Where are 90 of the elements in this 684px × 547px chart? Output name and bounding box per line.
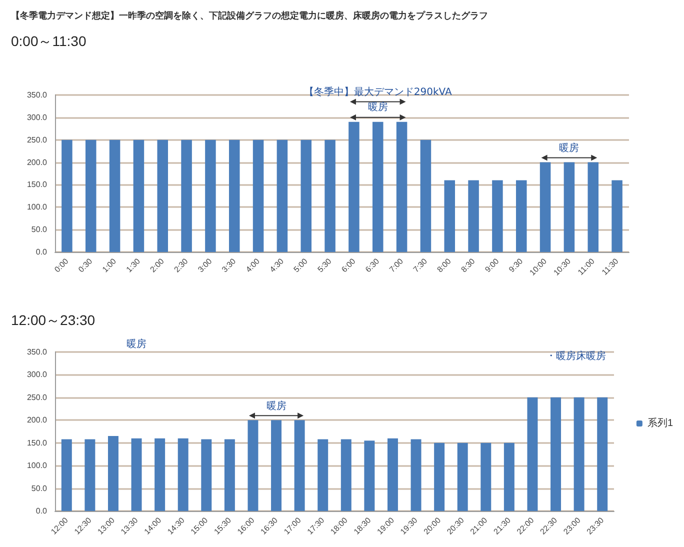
bar (205, 140, 216, 252)
x-tick-label: 0:00 (52, 256, 71, 274)
bar (201, 439, 212, 511)
y-tick-label: 50.0 (31, 484, 48, 493)
bar (276, 140, 288, 252)
x-tick-label: 7:00 (388, 256, 406, 274)
bar (224, 439, 235, 511)
bar (154, 438, 166, 511)
bar (248, 420, 258, 511)
bar (588, 162, 599, 252)
x-tick-label: 6:30 (364, 256, 382, 274)
bar (348, 122, 360, 252)
bar (318, 439, 328, 511)
y-tick-label: 100.0 (26, 461, 48, 470)
bar (324, 140, 336, 252)
bar (340, 439, 352, 511)
x-tick-label: 9:30 (507, 256, 525, 274)
bar (527, 397, 538, 511)
x-tick-label: 3:30 (220, 256, 238, 274)
chart-subtitle: 0:00～11:30 (11, 33, 86, 49)
y-tick-label: 350.0 (26, 90, 48, 100)
bar (372, 122, 384, 252)
x-tick-label: 8:00 (435, 256, 454, 274)
bar (252, 140, 264, 252)
bar (444, 180, 456, 252)
chart-title: 【冬季電力デマンド想定】一昨季の空調を除く、下記設備グラフの想定電力に暖房、床暖房の電力をプラスしたグラフ (11, 10, 488, 20)
legend-label: 系列1 (647, 417, 674, 429)
y-tick-label: 150.0 (26, 180, 48, 190)
bar (434, 442, 445, 511)
bar (612, 180, 622, 252)
bar (85, 140, 96, 252)
bar (516, 180, 527, 252)
bar (468, 180, 479, 252)
chart-title: 12:00～23:30 (11, 312, 96, 328)
bar (597, 397, 608, 511)
bar (364, 440, 375, 511)
bar (410, 439, 422, 511)
y-tick-label: 300.0 (26, 370, 48, 380)
annotation: 暖房 (559, 142, 580, 155)
bar (294, 420, 305, 511)
text: 暖房 (126, 339, 147, 352)
x-tick-label: 5:30 (316, 256, 334, 274)
y-tick-label: 100.0 (26, 202, 48, 212)
bar (564, 162, 575, 252)
x-tick-label: 5:00 (292, 256, 310, 274)
x-tick-label: 8:30 (459, 256, 478, 274)
bar (387, 438, 398, 511)
x-tick-label: 3:00 (196, 256, 214, 274)
bar (457, 442, 468, 511)
bar (157, 140, 168, 252)
y-tick-label: 200.0 (26, 158, 48, 167)
bar (178, 438, 188, 511)
bar (574, 397, 584, 511)
bar (271, 420, 282, 511)
bar (492, 180, 503, 252)
annotation: ・暖房床暖房 (546, 350, 606, 363)
bar (109, 140, 120, 252)
y-tick-label: 250.0 (26, 392, 48, 402)
x-tick-label: 4:00 (244, 256, 262, 274)
x-tick-label: 7:30 (412, 256, 430, 274)
bar (133, 140, 144, 252)
annotation: 暖房 (266, 400, 286, 413)
bar (61, 439, 72, 511)
y-tick-label: 300.0 (26, 112, 48, 122)
y-tick-label: 0.0 (36, 506, 48, 516)
bar (228, 140, 240, 252)
bar (550, 397, 562, 511)
bar (300, 140, 312, 252)
y-tick-label: 350.0 (26, 348, 48, 356)
y-tick-label: 200.0 (26, 416, 48, 425)
x-tick-label: 0:30 (76, 256, 94, 274)
bar (131, 438, 142, 511)
y-tick-label: 150.0 (26, 438, 48, 448)
x-tick-label: 4:30 (268, 256, 286, 274)
annotation: 【冬季中】最大デマンド290kVA (304, 86, 452, 99)
bar (108, 436, 118, 511)
bar (84, 439, 96, 511)
y-tick-label: 50.0 (31, 225, 48, 234)
x-tick-label: 9:00 (483, 256, 502, 274)
bar (504, 442, 514, 511)
bar (62, 140, 72, 252)
bar (181, 140, 192, 252)
bar (540, 162, 551, 252)
x-tick-label: 6:00 (340, 256, 358, 274)
bar (420, 140, 432, 252)
bar (396, 122, 408, 252)
y-tick-label: 250.0 (26, 135, 48, 144)
y-tick-label: 0.0 (36, 248, 48, 256)
annotation: 暖房 (368, 102, 388, 114)
bar (480, 442, 492, 511)
